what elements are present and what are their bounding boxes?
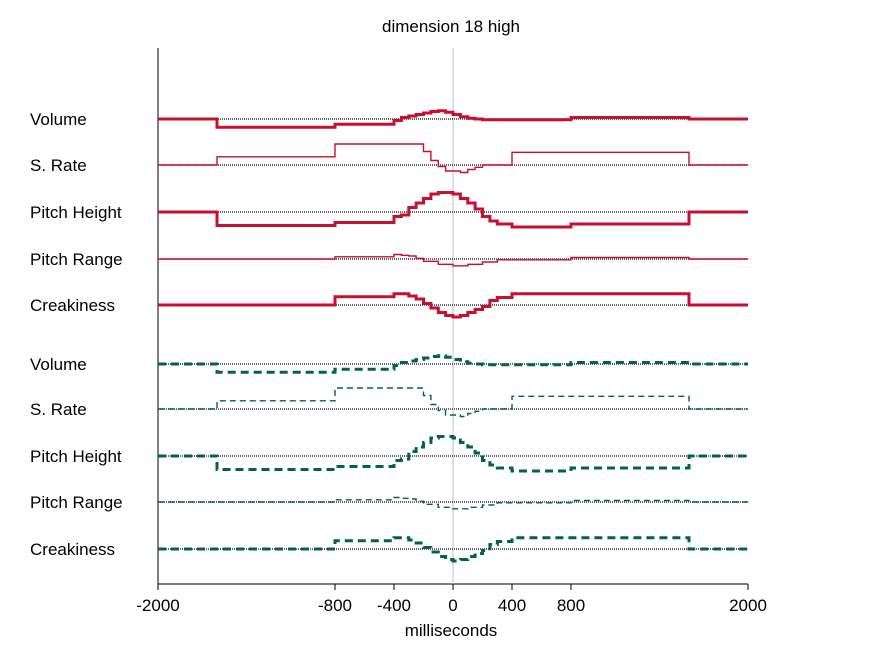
series-layer: Volume S. Rate Pitch Height Pitch Range Crea… bbox=[30, 109, 748, 563]
x-tick-label: -2000 bbox=[136, 596, 179, 615]
series-label: Pitch Height bbox=[30, 203, 122, 222]
chart-title: dimension 18 high bbox=[382, 17, 520, 36]
series-label: Volume bbox=[30, 355, 87, 374]
series-line-volume-dashed bbox=[158, 354, 748, 374]
series-line-volume-solid bbox=[158, 109, 748, 129]
series-label: Pitch Range bbox=[30, 493, 123, 512]
x-axis-label: milliseconds bbox=[405, 621, 498, 640]
series-label: S. Rate bbox=[30, 156, 87, 175]
x-tick-label: 400 bbox=[498, 596, 526, 615]
series-label: Creakiness bbox=[30, 296, 115, 315]
x-tick-label: 0 bbox=[448, 596, 457, 615]
series-label: Pitch Height bbox=[30, 447, 122, 466]
series-line-creakiness-dashed bbox=[158, 536, 748, 563]
series-label: Volume bbox=[30, 110, 87, 129]
x-tick-layer: -2000 -800 -400 0 400 800 2000 bbox=[136, 584, 767, 615]
series-line-pitch-height-solid bbox=[158, 191, 748, 229]
series-line-s-rate-solid bbox=[158, 143, 748, 174]
x-tick-label: -800 bbox=[318, 596, 352, 615]
series-line-pitch-range-solid bbox=[158, 253, 748, 267]
series-line-pitch-range-dashed bbox=[158, 496, 748, 510]
series-label: S. Rate bbox=[30, 400, 87, 419]
x-tick-label: -400 bbox=[377, 596, 411, 615]
series-line-s-rate-dashed bbox=[158, 387, 748, 418]
series-label: Pitch Range bbox=[30, 250, 123, 269]
series-label: Creakiness bbox=[30, 540, 115, 559]
series-line-creakiness-solid bbox=[158, 292, 748, 319]
x-tick-label: 800 bbox=[557, 596, 585, 615]
x-tick-label: 2000 bbox=[729, 596, 767, 615]
series-line-pitch-height-dashed bbox=[158, 435, 748, 473]
